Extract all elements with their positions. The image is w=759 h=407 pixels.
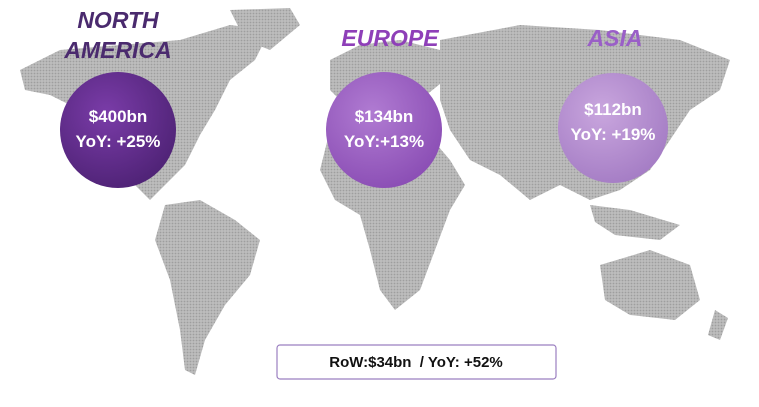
row-box (276, 344, 557, 380)
region-name: NORTH (77, 7, 159, 33)
region-name: AMERICA (63, 37, 171, 63)
region-name: ASIA (587, 25, 643, 51)
region-yoy: YoY:+13% (344, 132, 424, 151)
row-summary: RoW:$34bn / YoY: +52% (329, 354, 503, 371)
region-bubble (326, 72, 442, 188)
australia (600, 250, 700, 320)
region-bubble (558, 73, 668, 183)
region-value: $112bn (584, 100, 642, 119)
continents (20, 8, 730, 375)
region-bubble (60, 72, 176, 188)
south-america (155, 200, 260, 375)
region-yoy: YoY: +25% (76, 132, 161, 151)
new-zealand (708, 310, 728, 340)
region-yoy: YoY: +19% (571, 125, 656, 144)
southeast-asia (590, 205, 680, 240)
region-name: EUROPE (341, 25, 439, 51)
region-value: $134bn (355, 107, 414, 126)
greenland (230, 8, 300, 50)
region-value: $400bn (89, 107, 148, 126)
